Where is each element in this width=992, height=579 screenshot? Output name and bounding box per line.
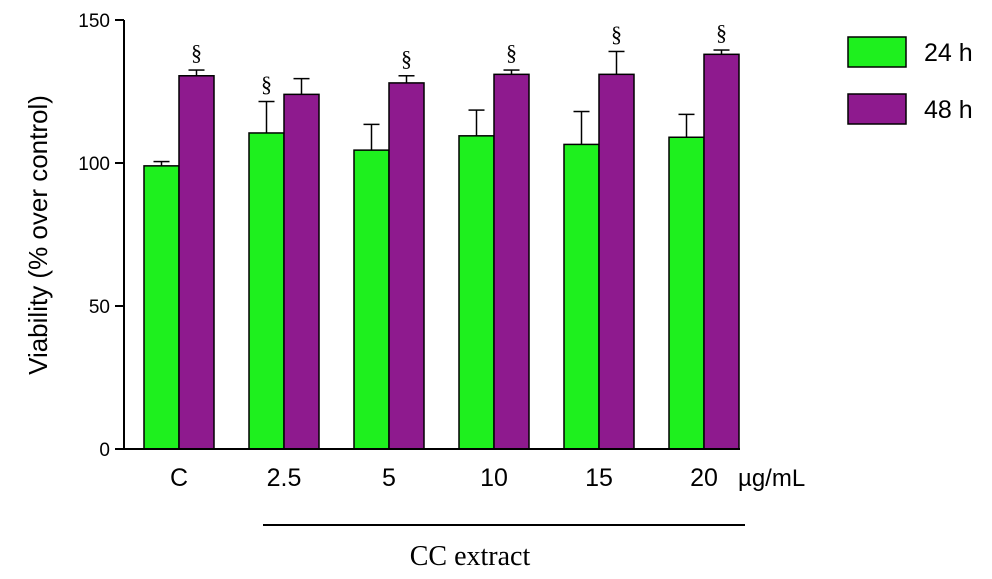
- x-unit-label: µg/mL: [738, 465, 805, 492]
- group-label: CC extract: [410, 541, 531, 572]
- bar: [493, 73, 530, 450]
- x-tick-label: 10: [480, 464, 508, 492]
- y-tick-label: 0: [99, 440, 110, 461]
- x-axis: C 2.5 5 10 15 20: [124, 448, 740, 492]
- bar: [668, 136, 705, 450]
- significance-marker: §: [506, 40, 517, 65]
- x-tick-label: 2.5: [267, 464, 302, 492]
- significance-marker: §: [191, 40, 202, 65]
- bar: [283, 93, 320, 450]
- x-tick-label: 20: [690, 464, 718, 492]
- x-tick-label: 5: [382, 464, 396, 492]
- x-tick-label: C: [170, 464, 188, 492]
- legend-label: 24 h: [924, 39, 973, 67]
- bar: [248, 132, 285, 450]
- legend-swatch: [847, 36, 907, 68]
- y-tick-label: 50: [89, 297, 110, 318]
- bar: [703, 53, 740, 450]
- bar: [563, 143, 600, 450]
- x-tick-label: 15: [585, 464, 613, 492]
- y-tick-label: 150: [78, 11, 110, 32]
- bar: [458, 135, 495, 450]
- bar: [353, 149, 390, 450]
- bar: [143, 165, 180, 450]
- legend-swatch: [847, 93, 907, 125]
- bars: § § § § § §: [143, 20, 740, 450]
- significance-marker: §: [401, 46, 412, 71]
- y-tick-label: 100: [78, 154, 110, 175]
- bar: [598, 73, 635, 450]
- bar: [178, 75, 215, 450]
- bar: [388, 82, 425, 450]
- legend: 24 h 48 h: [847, 36, 973, 125]
- y-axis-title: Viability (% over control): [23, 95, 53, 375]
- y-axis: 0 50 100 150: [78, 11, 125, 461]
- significance-marker: §: [261, 72, 272, 97]
- significance-marker: §: [716, 20, 727, 45]
- significance-marker: §: [611, 21, 622, 46]
- legend-label: 48 h: [924, 96, 973, 124]
